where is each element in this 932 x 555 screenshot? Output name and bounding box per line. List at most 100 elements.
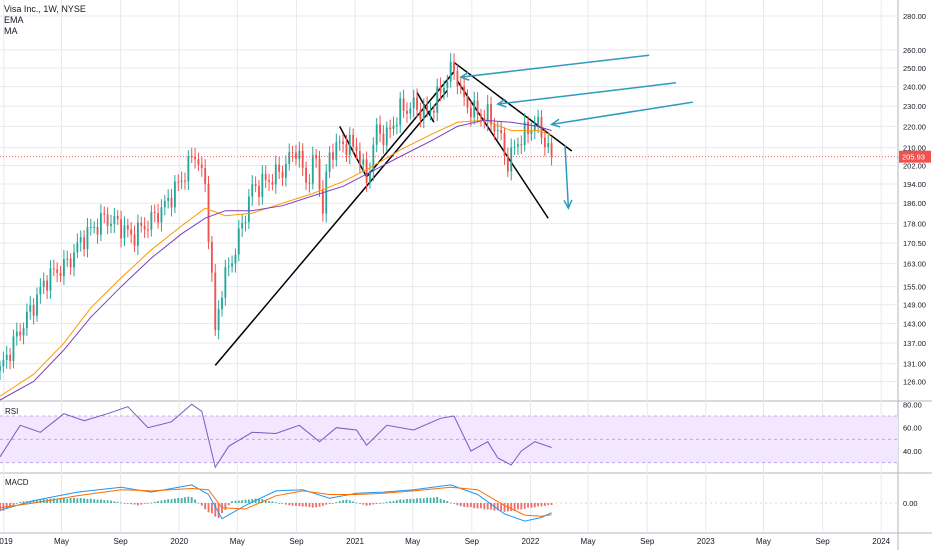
macd-histogram-bar: [264, 499, 267, 503]
candle-body: [197, 159, 200, 165]
macd-histogram-bar: [338, 501, 341, 503]
candle-body: [321, 189, 324, 214]
macd-histogram-bar: [157, 501, 159, 503]
macd-histogram-bar: [459, 503, 462, 507]
macd-histogram-bar: [476, 503, 479, 509]
macd-histogram-bar: [412, 499, 415, 503]
candle-body: [486, 104, 489, 122]
candle-body: [517, 144, 519, 147]
x-axis-tick-label: May: [405, 537, 420, 546]
drawing-layer: [214, 54, 693, 366]
candle-body: [39, 287, 42, 295]
macd-histogram-bar: [301, 503, 304, 507]
candle-body: [550, 143, 553, 157]
macd-histogram-bar: [369, 503, 371, 506]
candle-body: [126, 225, 129, 230]
macd-histogram-bar: [429, 497, 432, 503]
macd-histogram-bar: [62, 498, 65, 503]
rsi-axis-tick-label: 40.00: [903, 447, 922, 456]
candle-body: [177, 181, 180, 183]
candle-body: [288, 152, 291, 164]
macd-pane-label[interactable]: MACD: [5, 478, 29, 487]
candle-body: [217, 309, 220, 331]
candle-body: [402, 98, 405, 111]
candle-body: [254, 184, 257, 187]
candle-body: [133, 234, 136, 246]
candle-body: [224, 267, 227, 298]
macd-histogram-bar: [143, 503, 146, 504]
trendline: [366, 71, 455, 178]
candle-body: [56, 269, 59, 273]
candle-body: [184, 180, 186, 182]
x-axis-tick-label: May: [54, 537, 69, 546]
candle-body: [338, 141, 341, 143]
candle-body: [466, 96, 469, 108]
macd-histogram-bar: [362, 503, 365, 505]
macd-histogram-bar: [496, 503, 499, 511]
symbol-title[interactable]: Visa Inc., 1W, NYSE: [4, 4, 86, 14]
macd-histogram-bar: [375, 503, 378, 504]
price-axis-tick-label: 170.50: [903, 239, 926, 248]
macd-histogram-bar: [69, 497, 72, 503]
candle-body: [264, 173, 267, 181]
macd-histogram-bar: [22, 501, 25, 503]
candle-body: [392, 125, 395, 130]
x-axis-tick-label: 2022: [522, 537, 540, 546]
candle-body: [530, 130, 533, 134]
macd-histogram-bar: [392, 500, 395, 503]
x-axis-tick-label: 2021: [346, 537, 364, 546]
candle-body: [69, 258, 72, 268]
candle-body: [490, 104, 492, 125]
candle-body: [469, 107, 472, 118]
macd-histogram-bar: [116, 501, 119, 503]
macd-histogram-bar: [365, 503, 368, 506]
rsi-band-layer: [0, 415, 898, 504]
macd-histogram-bar: [503, 503, 506, 512]
x-axis-tick-label: May: [581, 537, 596, 546]
arrow-head: [563, 199, 573, 210]
macd-histogram-bar: [510, 503, 513, 512]
candle-body: [83, 237, 86, 250]
macd-histogram-bar: [184, 497, 186, 503]
rsi-pane-label[interactable]: RSI: [5, 407, 19, 416]
rsi-band: [0, 416, 898, 463]
macd-histogram-bar: [231, 501, 233, 503]
price-axis-tick-label: 194.00: [903, 180, 926, 189]
macd-histogram-bar: [520, 503, 523, 510]
candle-body: [62, 259, 65, 277]
candle-body: [301, 150, 304, 168]
macd-histogram-bar: [533, 503, 536, 508]
ma-indicator-label[interactable]: MA: [4, 26, 18, 36]
macd-histogram-bar: [15, 503, 18, 504]
candle-body: [453, 61, 455, 71]
candle-body: [480, 114, 482, 118]
macd-histogram-bar: [96, 499, 99, 503]
macd-histogram-bar: [335, 502, 338, 503]
macd-histogram-bar: [540, 503, 543, 507]
macd-histogram-bar: [140, 503, 143, 505]
arrow-head: [549, 118, 561, 128]
last-price-label: 205.93: [902, 153, 925, 162]
arrow-shaft: [564, 145, 570, 209]
macd-histogram-bar: [190, 497, 193, 503]
macd-histogram-bar: [227, 503, 230, 506]
candle-body: [419, 110, 422, 120]
macd-histogram-bar: [39, 499, 42, 503]
rsi-axis-tick-label: 60.00: [903, 424, 922, 433]
price-axis-tick-label: 186.00: [903, 199, 926, 208]
macd-histogram-bar: [52, 498, 55, 503]
macd-histogram-bar: [153, 501, 156, 503]
macd-histogram-bar: [93, 499, 96, 503]
macd-histogram-bar: [439, 498, 442, 503]
candle-body: [459, 86, 462, 88]
price-axis-tick-label: 280.00: [903, 12, 926, 21]
macd-histogram-bar: [103, 500, 106, 503]
candle-body: [29, 305, 32, 312]
candle-body: [406, 110, 408, 114]
macd-histogram-bar: [79, 497, 82, 503]
macd-histogram-bar: [385, 502, 388, 503]
ema-indicator-label[interactable]: EMA: [4, 15, 24, 25]
macd-histogram-bar: [466, 503, 469, 508]
candle-body: [506, 155, 509, 172]
